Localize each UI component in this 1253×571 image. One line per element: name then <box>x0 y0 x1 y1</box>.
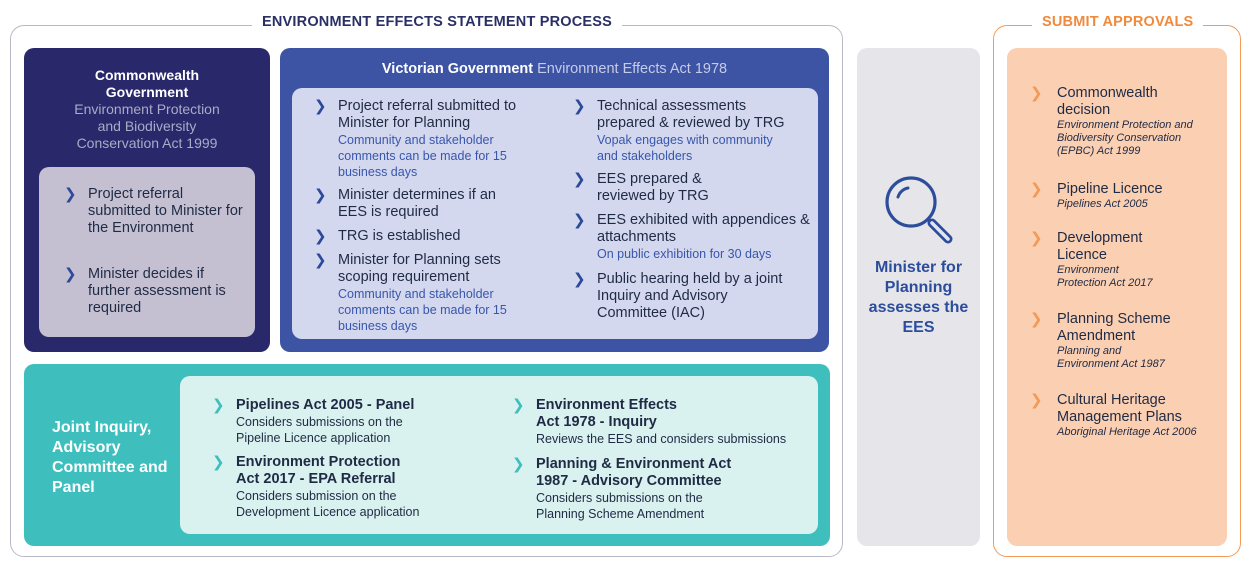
chevron-right-icon: ❯ <box>64 185 77 203</box>
list-item: ❯ Technical assessments prepared & revie… <box>573 97 785 164</box>
chevron-right-icon: ❯ <box>314 227 327 245</box>
submit-approvals-title: SUBMIT APPROVALS <box>1032 14 1204 30</box>
commonwealth-header: Commonwealth Government Environment Prot… <box>24 67 270 152</box>
chevron-right-icon: ❯ <box>1030 180 1043 198</box>
list-item: ❯ Pipeline Licence Pipelines Act 2005 <box>1030 180 1163 211</box>
victorian-heading: Victorian Government <box>381 61 534 77</box>
list-item: ❯ Minister determines if an EES is requi… <box>314 186 496 221</box>
list-item: ❯ Minister decides if further assessment… <box>64 265 226 317</box>
list-item: ❯ Minister for Planning sets scoping req… <box>314 251 507 334</box>
chevron-right-icon: ❯ <box>1030 391 1043 409</box>
chevron-right-icon: ❯ <box>1030 84 1043 102</box>
list-item: ❯ Commonwealth decision Environment Prot… <box>1030 84 1193 158</box>
commonwealth-heading: Commonwealth Government <box>94 67 200 100</box>
chevron-right-icon: ❯ <box>314 186 327 204</box>
list-item: ❯ TRG is established <box>314 227 461 245</box>
list-item: ❯ Cultural Heritage Management Plans Abo… <box>1030 391 1197 439</box>
list-item: ❯ Project referral submitted to Minister… <box>64 185 243 237</box>
list-item: ❯ Planning & Environment Act 1987 - Advi… <box>512 455 732 522</box>
ees-process-title: ENVIRONMENT EFFECTS STATEMENT PROCESS <box>252 14 623 30</box>
chevron-right-icon: ❯ <box>64 265 77 283</box>
victorian-steps <box>292 88 818 339</box>
chevron-right-icon: ❯ <box>314 251 327 269</box>
chevron-right-icon: ❯ <box>212 453 225 471</box>
list-item: ❯ EES prepared & reviewed by TRG <box>573 170 709 205</box>
chevron-right-icon: ❯ <box>573 211 586 229</box>
list-item: ❯ Public hearing held by a joint Inquiry… <box>573 270 783 322</box>
chevron-right-icon: ❯ <box>573 170 586 188</box>
list-item: ❯ Pipelines Act 2005 - Panel Considers s… <box>212 396 415 446</box>
magnifying-glass-icon <box>885 176 953 244</box>
list-item: ❯ Project referral submitted to Minister… <box>314 97 517 180</box>
list-item: ❯ Environment Effects Act 1978 - Inquiry… <box>512 396 787 447</box>
list-item: ❯ Planning Scheme Amendment Planning and… <box>1030 310 1171 371</box>
victorian-header: Victorian Government Environment Effects… <box>280 61 829 77</box>
chevron-right-icon: ❯ <box>512 396 525 414</box>
minister-panel <box>857 48 980 546</box>
chevron-right-icon: ❯ <box>573 97 586 115</box>
approvals-panel <box>1007 48 1227 546</box>
joint-inquiry-steps <box>180 376 818 534</box>
list-item: ❯ Environment Protection Act 2017 - EPA … <box>212 453 420 520</box>
victorian-act: Environment Effects Act 1978 <box>537 61 728 77</box>
chevron-right-icon: ❯ <box>512 455 525 473</box>
chevron-right-icon: ❯ <box>314 97 327 115</box>
minister-assessment-text: Minister for Planning assesses the EES <box>868 259 969 336</box>
chevron-right-icon: ❯ <box>1030 229 1043 247</box>
joint-inquiry-label: Joint Inquiry, Advisory Committee and Pa… <box>52 419 168 496</box>
list-item: ❯ Development Licence Environment Protec… <box>1030 229 1153 290</box>
list-item: ❯ EES exhibited with appendices & attach… <box>573 211 810 262</box>
chevron-right-icon: ❯ <box>212 396 225 414</box>
commonwealth-act: Environment Protection and Biodiversity … <box>74 101 220 151</box>
commonwealth-steps <box>39 167 255 337</box>
chevron-right-icon: ❯ <box>573 270 586 288</box>
chevron-right-icon: ❯ <box>1030 310 1043 328</box>
